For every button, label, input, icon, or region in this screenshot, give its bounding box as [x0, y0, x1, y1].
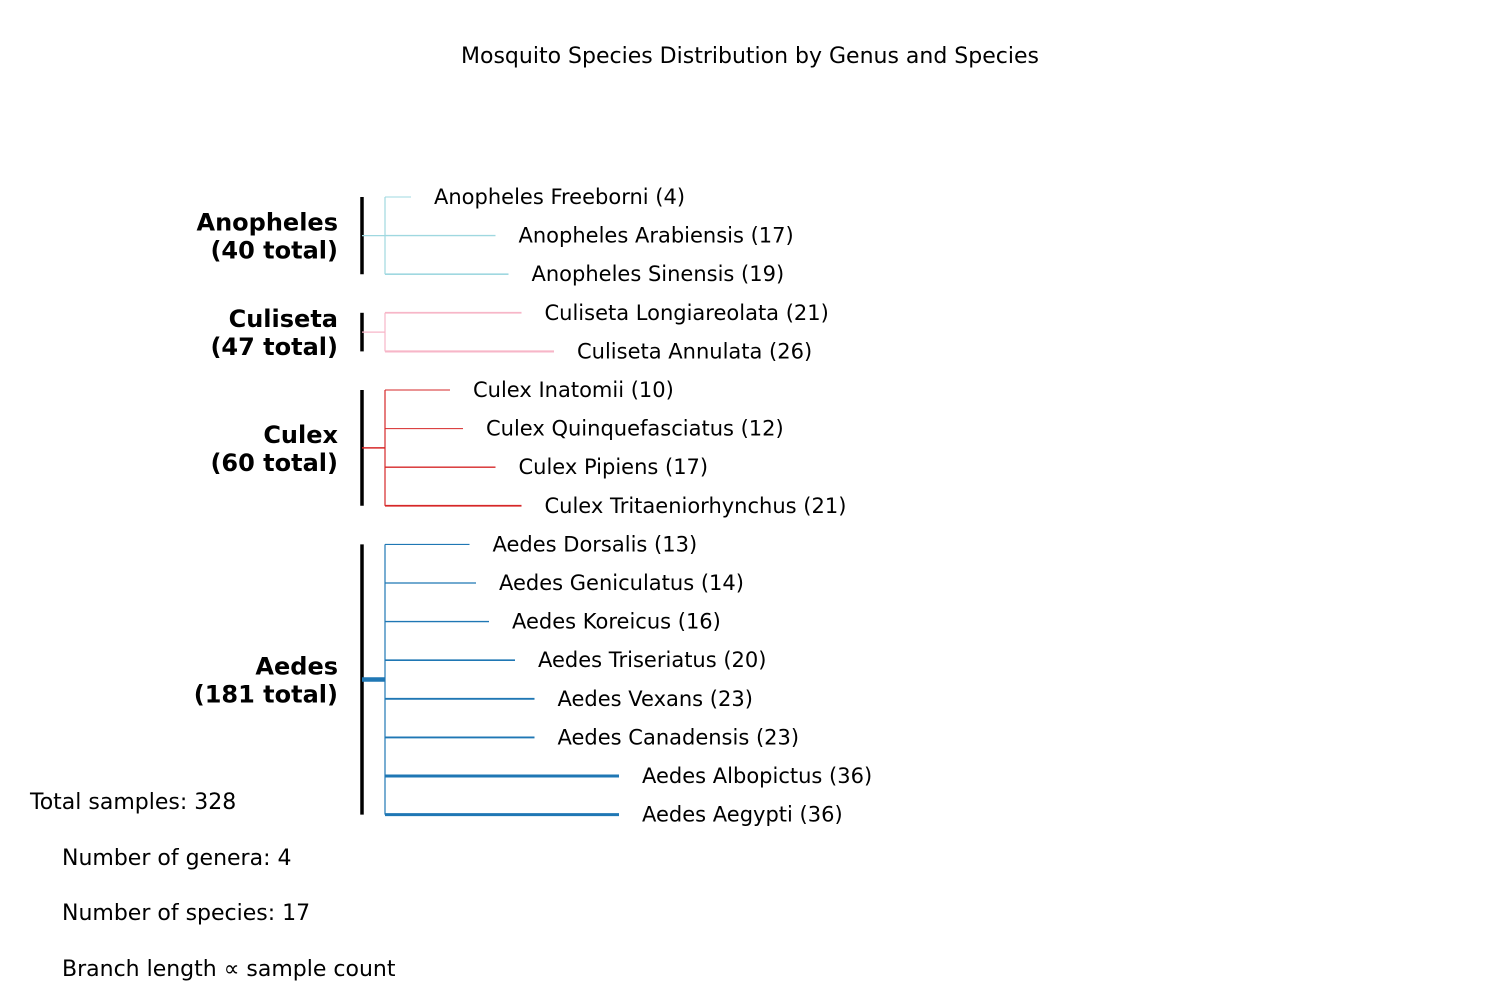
species-label: Culiseta Longiareolata (21)	[545, 301, 829, 325]
genus-label-culiseta: Culiseta	[229, 305, 338, 333]
species-label: Aedes Dorsalis (13)	[493, 532, 698, 556]
species-label: Culiseta Annulata (26)	[577, 339, 812, 363]
species-label: Anopheles Sinensis (19)	[532, 262, 785, 286]
chart-title: Mosquito Species Distribution by Genus a…	[461, 44, 1039, 69]
total-samples-text: Total samples: 328	[30, 790, 237, 815]
species-label: Aedes Canadensis (23)	[558, 725, 800, 749]
genus-label-culex: Culex	[263, 421, 338, 449]
genus-total-culiseta: (47 total)	[210, 333, 338, 361]
species-label: Aedes Vexans (23)	[558, 687, 753, 711]
species-label: Culex Pipiens (17)	[519, 455, 709, 479]
genera-count-text: Number of genera: 4	[62, 846, 292, 871]
species-label: Aedes Koreicus (16)	[512, 610, 721, 634]
genus-label-anopheles: Anopheles	[197, 209, 338, 237]
species-label: Aedes Aegypti (36)	[642, 803, 843, 827]
species-label: Aedes Triseriatus (20)	[538, 648, 766, 672]
species-label: Anopheles Arabiensis (17)	[519, 224, 794, 248]
species-label: Culex Quinquefasciatus (12)	[486, 417, 784, 441]
species-label: Culex Tritaeniorhynchus (21)	[545, 494, 847, 518]
genus-total-aedes: (181 total)	[194, 681, 338, 709]
species-count-text: Number of species: 17	[62, 901, 311, 926]
genus-total-culex: (60 total)	[210, 449, 338, 477]
species-label: Aedes Geniculatus (14)	[499, 571, 744, 595]
species-label: Aedes Albopictus (36)	[642, 764, 872, 788]
genus-total-anopheles: (40 total)	[210, 237, 338, 265]
branch-legend-text: Branch length ∝ sample count	[62, 957, 396, 982]
species-label: Anopheles Freeborni (4)	[434, 185, 685, 209]
genus-label-aedes: Aedes	[255, 653, 338, 681]
species-label: Culex Inatomii (10)	[473, 378, 674, 402]
